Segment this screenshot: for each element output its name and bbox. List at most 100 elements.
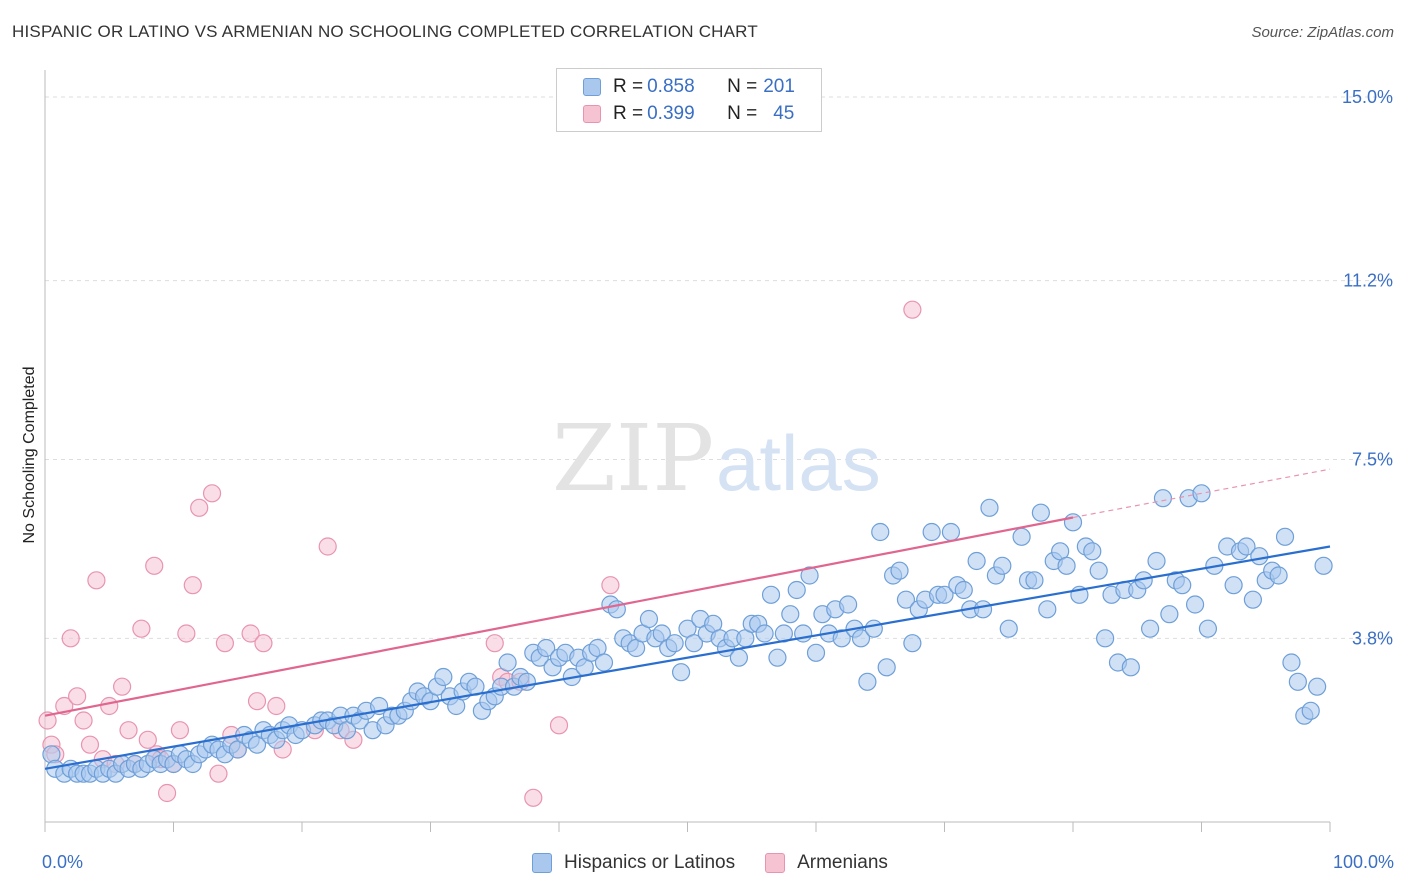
armenians-point (202, 484, 222, 503)
hispanics-point (954, 580, 973, 600)
hispanics-point (967, 551, 986, 571)
armenians-point (549, 716, 569, 735)
armenians-point (74, 711, 93, 730)
armenians-point (61, 629, 80, 648)
hispanics-point (1012, 527, 1031, 546)
armenians-point (209, 764, 228, 783)
hispanics-point (729, 648, 749, 667)
hispanics-point (1269, 566, 1288, 585)
hispanics-point (768, 648, 787, 667)
armenians-point (903, 300, 922, 319)
y-tick-label: 15.0% (1342, 87, 1393, 107)
hispanics-point (684, 634, 704, 653)
armenians-point (68, 687, 87, 706)
hispanics-point (832, 629, 851, 648)
hispanics-point (639, 609, 659, 629)
armenians-point (190, 498, 209, 517)
hispanics-trend-line (44, 545, 1331, 770)
hispanics-point (941, 522, 961, 542)
n-label: N = (727, 103, 758, 124)
legend-item-hispanics[interactable]: Hispanics or Latinos (532, 852, 735, 874)
n-label: N = (727, 76, 758, 97)
armenians-point (38, 711, 57, 730)
hispanics-point (999, 619, 1018, 638)
axis-layer (44, 70, 1331, 832)
y-tick-label: 3.8% (1352, 628, 1393, 648)
hispanics-point (1173, 576, 1192, 595)
hispanics-point (1314, 556, 1333, 575)
hispanics-point (1147, 551, 1166, 571)
hispanics-point (1121, 658, 1140, 677)
stats-legend: R = 0.858 N = 201 R = 0.399 N = 45 (556, 68, 822, 132)
hispanics-point (1198, 619, 1218, 638)
hispanics-point (1096, 629, 1115, 648)
hispanics-point (1224, 576, 1243, 595)
watermark: ZIP atlas (552, 405, 881, 512)
legend-label: Armenians (797, 852, 888, 873)
armenians-trend-line (44, 516, 1074, 717)
armenians-trend-extension (1072, 468, 1331, 519)
pink-swatch (765, 853, 786, 873)
grid-layer (45, 96, 1392, 639)
x-tick-label-min: 0.0% (42, 852, 84, 872)
hispanics-point (1301, 701, 1320, 720)
watermark-atlas: atlas (716, 419, 881, 507)
hispanics-point (839, 595, 858, 614)
y-tick-label: 11.2% (1343, 271, 1393, 291)
hispanics-point (973, 600, 993, 619)
hispanics-point (594, 653, 614, 672)
legend-label: Hispanics or Latinos (564, 852, 736, 873)
armenians-point (80, 735, 100, 754)
hispanics-point (1140, 619, 1160, 638)
hispanics-point (903, 634, 922, 653)
hispanics-point (1282, 653, 1301, 672)
armenians-point (177, 624, 196, 643)
tick-labels: 3.8% 7.5% 11.2% 15.0% (1342, 87, 1393, 648)
armenians-point (100, 696, 119, 716)
armenians-point (601, 576, 620, 595)
n-value: 201 (763, 76, 795, 97)
hispanics-point (858, 672, 877, 691)
armenians-point (145, 556, 164, 575)
armenians-point (247, 692, 267, 711)
watermark-zip: ZIP (552, 405, 714, 512)
r-value: 0.858 (647, 76, 695, 97)
hispanics-point (1057, 556, 1076, 575)
armenians-point (254, 634, 273, 653)
x-tick-label-max: 100.0% (1332, 852, 1394, 872)
series-legend: Hispanics or Latinos Armenians (532, 852, 918, 874)
hispanics-point (806, 643, 826, 662)
armenians-point (87, 571, 106, 590)
hispanics-point (1308, 677, 1327, 696)
hispanics-point (537, 638, 556, 658)
hispanics-point (993, 556, 1012, 575)
trend-lines (44, 468, 1331, 770)
hispanics-point (1089, 561, 1108, 580)
hispanics-point (871, 522, 890, 542)
source-label: Source: ZipAtlas.com (1251, 24, 1394, 41)
legend-item-armenians[interactable]: Armenians (765, 852, 888, 874)
hispanics-point (1275, 527, 1295, 546)
hispanics-point (1153, 489, 1173, 508)
hispanics-point (1160, 605, 1179, 624)
hispanics-point (922, 522, 941, 542)
armenians-point (183, 576, 202, 595)
r-label: R = (613, 76, 644, 97)
legend-row-armenians: R = 0.399 N = 45 (583, 103, 794, 125)
hispanics-point (1237, 537, 1256, 556)
hispanics-point (1025, 571, 1044, 590)
n-value: 45 (773, 103, 795, 124)
armenians-point (485, 634, 504, 653)
hispanics-point (980, 498, 999, 517)
armenians-point (241, 624, 260, 643)
blue-swatch (532, 853, 552, 873)
r-value: 0.399 (647, 103, 695, 124)
hispanics-point (665, 634, 684, 653)
armenians-point (112, 677, 132, 696)
hispanics-point (1083, 542, 1102, 561)
hispanics-point (517, 672, 536, 691)
hispanics-point (1250, 547, 1269, 566)
hispanics-point (755, 624, 774, 643)
hispanics-point (935, 585, 954, 604)
